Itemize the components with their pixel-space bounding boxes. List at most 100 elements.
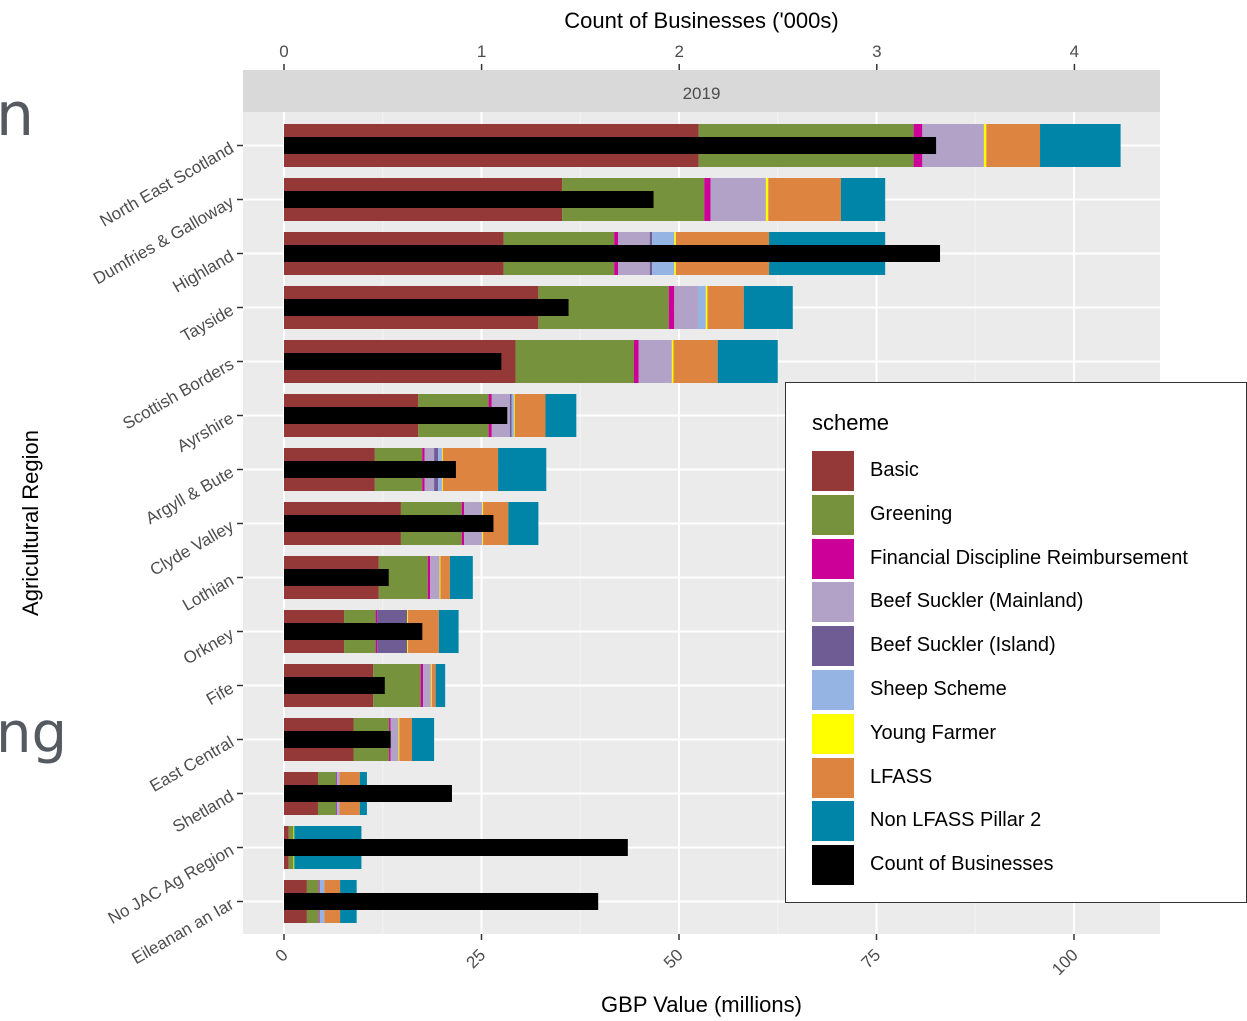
count-bar	[284, 893, 599, 910]
count-bar	[284, 191, 654, 208]
count-bar	[284, 839, 628, 856]
bar-segment: Scottish Borders — Greening: 15	[515, 340, 634, 383]
legend-label: Greening	[870, 502, 953, 525]
count-bar	[284, 569, 389, 586]
legend-label: Count of Businesses	[870, 853, 1054, 876]
count-bar	[284, 515, 494, 532]
y-tick-label: Fife	[203, 679, 237, 710]
legend-swatch	[812, 713, 854, 754]
y-tick-label: Orkney	[180, 624, 237, 668]
count-bar	[284, 407, 508, 424]
bar-segment: Fife — LFASS: 0.5	[431, 664, 436, 707]
y-tick-label: Highland	[169, 247, 237, 297]
bottom-tick-label: 25	[463, 945, 490, 972]
y-tick-label: Ayrshire	[174, 409, 237, 456]
bar-segment: Tayside — Young Farmer: 0.2	[705, 286, 708, 329]
bar-segment: Dumfries & Galloway — Beef Suckler (Main…	[710, 178, 766, 221]
count-bar	[284, 677, 385, 694]
bar-segment: Tayside — Financial Discipline Reimburse…	[668, 286, 675, 329]
legend-swatch	[812, 451, 854, 491]
count-bar	[284, 353, 502, 370]
bar-segment: Clyde Valley — Non LFASS Pillar 2: 3.8	[508, 502, 539, 545]
y-tick-label: East Central	[146, 733, 237, 796]
bar-segment: Ayrshire — Non LFASS Pillar 2: 3.9	[545, 394, 577, 437]
legend-swatch	[812, 670, 854, 710]
bar-segment: East Central — Non LFASS Pillar 2: 2.8	[411, 718, 435, 761]
bottom-tick-label: 75	[858, 945, 885, 972]
bar-segment: Ayrshire — Sheep Scheme: 0.3	[511, 394, 514, 437]
bar-segment: Orkney — Non LFASS Pillar 2: 2.5	[438, 610, 459, 653]
bar-segment: East Central — LFASS: 1.6	[399, 718, 412, 761]
bar-segment: Dumfries & Galloway — Young Farmer: 0.3	[765, 178, 769, 221]
bar-segment: Fife — Non LFASS Pillar 2: 1.2	[435, 664, 446, 707]
legend-swatch	[812, 845, 854, 886]
bar-segment: Lothian — Non LFASS Pillar 2: 2.9	[449, 556, 473, 599]
bar-segment: Scottish Borders — Non LFASS Pillar 2: 7…	[717, 340, 778, 383]
bar-segment: Scottish Borders — Beef Suckler (Mainlan…	[638, 340, 672, 383]
bar-segment: East Central — Young Farmer: 0.1	[398, 718, 400, 761]
top-tick-label: 4	[1070, 42, 1079, 61]
legend-swatch	[812, 494, 854, 535]
facet-strip	[243, 70, 1160, 112]
top-axis: 0 1 2 3 4	[279, 42, 1079, 70]
legend-swatch	[812, 582, 854, 623]
bar-segment: Scottish Borders — Young Farmer: 0.2	[671, 340, 674, 383]
bottom-tick-label: 0	[272, 945, 292, 965]
top-tick-label: 0	[279, 42, 288, 61]
count-bar	[284, 137, 937, 154]
bar-segment: Lothian — Financial Discipline Reimburse…	[427, 556, 431, 599]
count-bar	[284, 245, 941, 262]
y-tick-label: Lothian	[179, 571, 237, 615]
bar-segment: North East Scotland — Young Farmer: 0.3	[983, 124, 987, 167]
legend-swatch	[812, 757, 854, 798]
bar-segment: Dumfries & Galloway — LFASS: 9.2	[768, 178, 841, 221]
cut-off-heading-fragment: n	[0, 80, 34, 150]
count-bars	[284, 137, 941, 910]
top-tick-label: 3	[872, 42, 881, 61]
y-tick-label: Tayside	[178, 301, 237, 346]
legend-swatch	[812, 626, 854, 667]
y-tick-label: Clyde Valley	[147, 516, 238, 579]
bar-segment: Dumfries & Galloway — Non LFASS Pillar 2…	[840, 178, 886, 221]
y-axis-title: Agricultural Region	[18, 430, 43, 616]
top-axis-title: Count of Businesses ('000s)	[564, 8, 838, 33]
legend-label: Young Farmer	[870, 721, 996, 744]
bar-segment: Lothian — Beef Suckler (Mainland): 1.2	[430, 556, 440, 599]
bar-segment: Fife — Financial Discipline Reimbursemen…	[420, 664, 424, 707]
bar-segment: East Central — Beef Suckler (Mainland): …	[390, 718, 399, 761]
bottom-axis: 0 25 50 75 100	[272, 934, 1082, 979]
bar-segment: North East Scotland — LFASS: 6.8	[986, 124, 1041, 167]
legend-swatch	[812, 538, 854, 579]
x-axis-title: GBP Value (millions)	[601, 992, 802, 1017]
legend-label: Sheep Scheme	[870, 678, 1007, 700]
facet-label: 2019	[683, 84, 721, 103]
legend-label: Beef Suckler (Mainland)	[870, 590, 1084, 613]
bottom-tick-label: 50	[660, 945, 687, 972]
bar-segment: Tayside — LFASS: 4.6	[707, 286, 744, 329]
legend-label: Basic	[870, 459, 919, 481]
legend-label: LFASS	[870, 765, 933, 788]
bar-segment: Ayrshire — Young Farmer: 0.1	[513, 394, 515, 437]
bar-segment: Fife — Young Farmer: 0.1	[430, 664, 432, 707]
y-tick-label: Shetland	[169, 787, 237, 837]
bar-segment: Lothian — Young Farmer: 0.1	[439, 556, 441, 599]
legend-label: Beef Suckler (Island)	[870, 634, 1056, 657]
count-bar	[284, 461, 456, 478]
bar-segment: Ayrshire — LFASS: 3.9	[514, 394, 546, 437]
legend-label: Financial Discipline Reimbursement	[870, 546, 1188, 569]
bar-segment: Tayside — Non LFASS Pillar 2: 6.2	[743, 286, 793, 329]
bar-segment: Tayside — Sheep Scheme: 1	[697, 286, 706, 329]
bar-segment: Ayrshire — Beef Suckler (Island): 0.2	[509, 394, 512, 437]
count-bar	[284, 623, 423, 640]
legend-title: scheme	[812, 410, 890, 435]
bar-segment: Dumfries & Galloway — Financial Discipli…	[704, 178, 711, 221]
bar-segment: Lothian — LFASS: 1.2	[440, 556, 450, 599]
legend: scheme Basic Greening Financial Discipline…	[785, 382, 1247, 903]
bar-segment: Fife — Beef Suckler (Mainland): 1	[423, 664, 431, 707]
top-tick-label: 2	[674, 42, 683, 61]
bar-segment: Scottish Borders — LFASS: 5.6	[673, 340, 718, 383]
bar-segment: Tayside — Beef Suckler (Mainland): 3	[674, 286, 698, 329]
legend-swatch	[812, 801, 854, 842]
top-tick-label: 1	[477, 42, 486, 61]
